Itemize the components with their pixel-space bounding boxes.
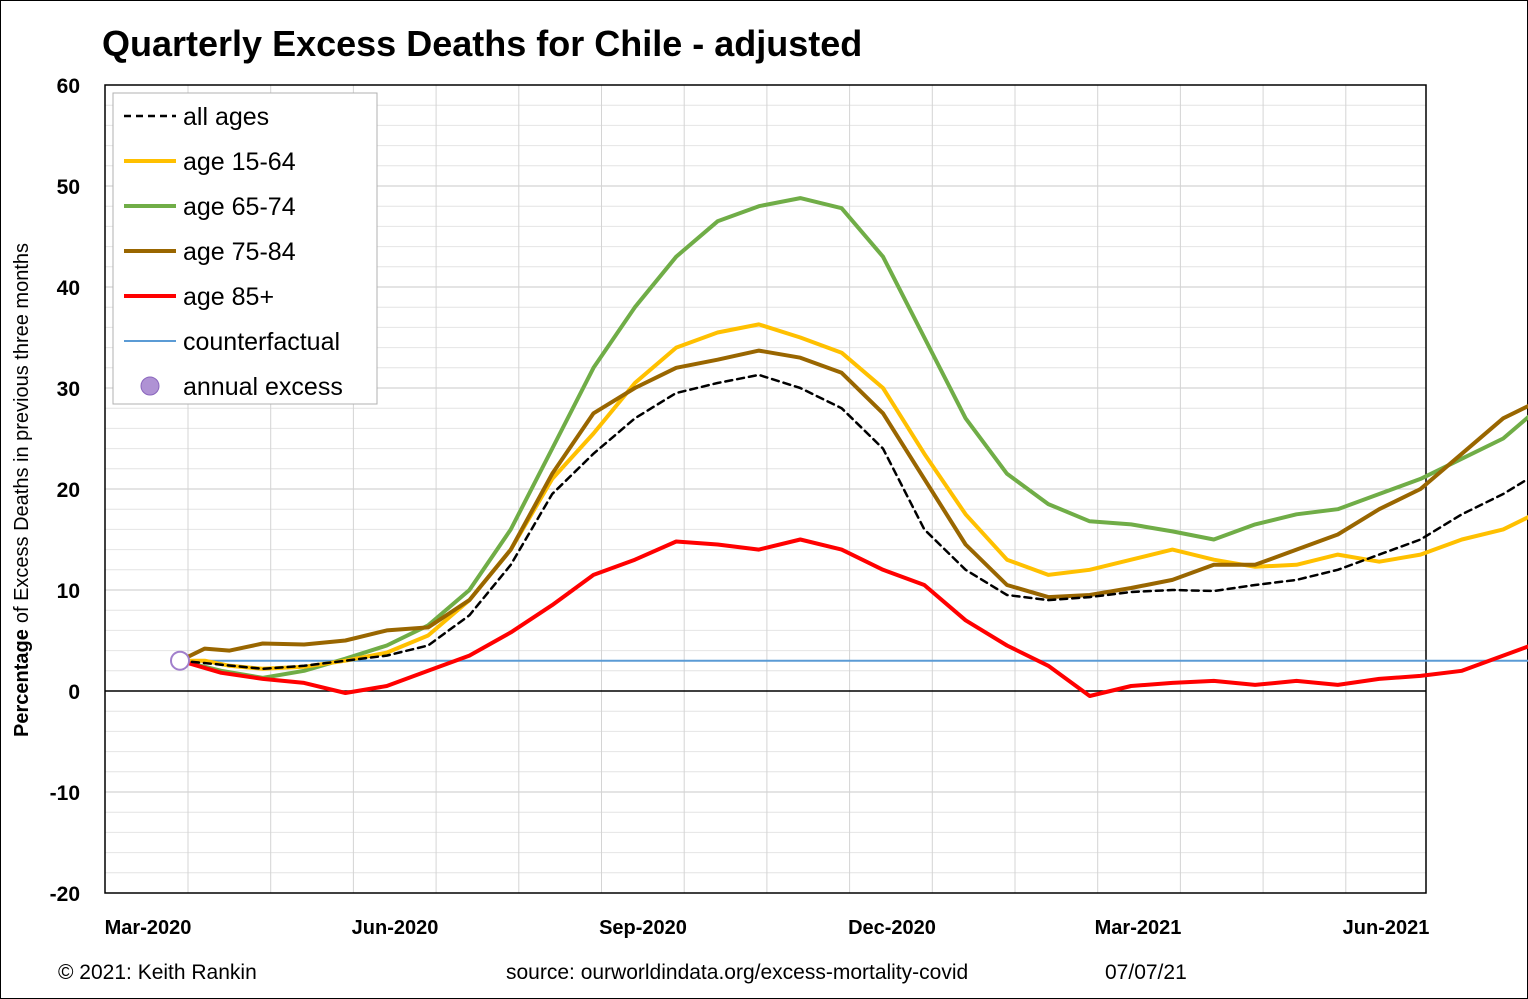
legend-label-age-15-64: age 15-64 [183,148,296,176]
chart-title: Quarterly Excess Deaths for Chile - adju… [102,23,862,64]
series-line-age-85- [178,537,1528,698]
annual-excess-markers [170,650,190,671]
y-tick-label: 20 [57,479,80,502]
y-tick-label: 60 [57,75,80,98]
series-line-all-ages [178,373,1528,671]
x-tick-label: Jun-2020 [352,917,439,939]
y-tick-label: 0 [68,681,80,704]
axes [104,84,1427,894]
y-axis-label-rest: of Excess Deaths in previous three month… [11,243,33,623]
y-tick-label: 30 [57,378,80,401]
x-tick-label: Mar-2021 [1095,917,1182,939]
y-tick-label: 50 [57,176,80,199]
plot-area-border [104,84,1427,894]
x-tick-label: Mar-2020 [105,917,192,939]
x-tick-label: Jun-2021 [1343,917,1430,939]
legend-label-age-65-74: age 65-74 [183,193,296,221]
y-tick-label: -10 [50,782,80,805]
y-tick-label: 10 [57,580,80,603]
legend-swatch-annual-excess [140,376,160,396]
legend-label-age-85-: age 85+ [183,283,274,311]
footer-date: 07/07/21 [1105,961,1187,984]
legend-box [112,92,378,405]
legend-label-annual-excess: annual excess [183,373,343,401]
series-line-age-75-84 [178,348,1528,663]
footer-source: source: ourworldindata.org/excess-mortal… [506,961,968,984]
annual-excess-marker [170,650,190,671]
legend-label-age-75-84: age 75-84 [183,238,296,266]
x-tick-label: Sep-2020 [599,917,687,939]
series-line-age-15-64 [178,322,1528,671]
x-tick-labels: Mar-2020 Jun-2020 Sep-2020 Dec-2020 Mar-2021… [105,917,1430,939]
y-tick-label: 40 [57,277,80,300]
series-line-age-65-74 [178,196,1528,680]
y-tick-label: -20 [50,883,80,906]
y-axis-label-bold: Percentage [11,629,33,737]
y-tick-labels: -20 -10 0 10 20 30 40 50 60 [50,75,80,906]
legend-label-all-ages: all ages [183,103,269,131]
y-axis-label: Percentage of Excess Deaths in previous t… [11,243,33,737]
legend-label-counterfactual: counterfactual [183,328,340,356]
x-tick-label: Dec-2020 [848,917,936,939]
series-lines [178,196,1528,698]
legend: all ages age 15-64 age 65-74 age 75-84 age 8… [112,92,378,405]
footer-copyright: © 2021: Keith Rankin [58,961,257,984]
